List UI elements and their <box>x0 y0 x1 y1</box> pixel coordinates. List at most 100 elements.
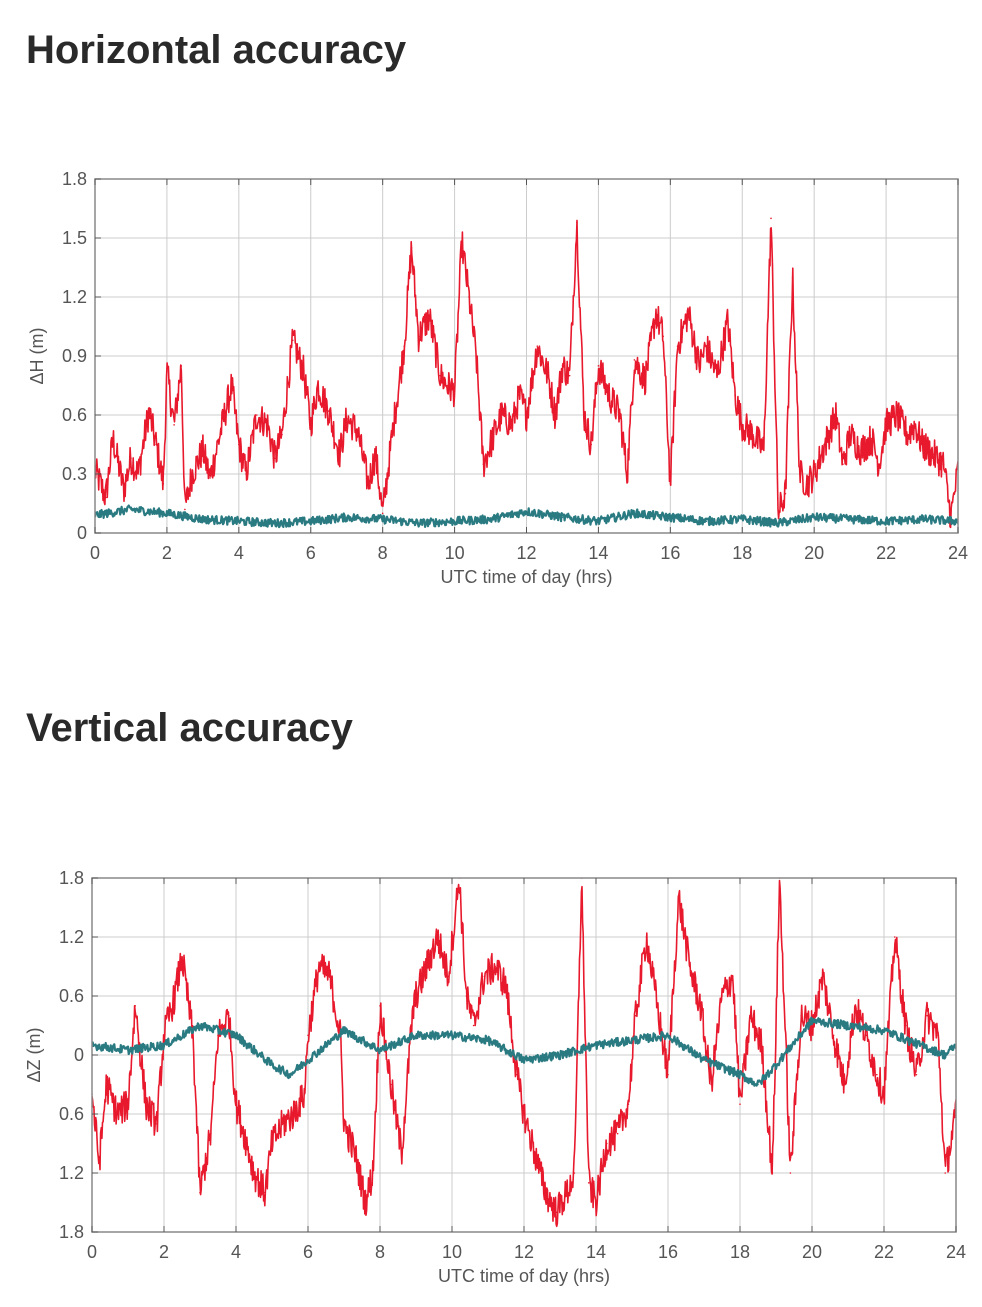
data-point <box>705 520 708 522</box>
data-point <box>163 1044 165 1046</box>
data-point <box>906 433 909 436</box>
data-point <box>410 247 413 249</box>
data-point <box>576 221 578 224</box>
data-point <box>555 1211 558 1214</box>
data-point <box>739 1103 741 1105</box>
data-point <box>883 1029 885 1032</box>
data-point <box>271 1064 273 1066</box>
x-tick-label: 18 <box>730 1242 750 1262</box>
data-point <box>145 1103 147 1105</box>
data-point <box>662 335 664 338</box>
data-point <box>174 995 176 997</box>
y-tick-label: 0.9 <box>62 346 87 366</box>
data-point <box>400 1152 403 1155</box>
data-point <box>273 457 276 460</box>
x-tick-label: 0 <box>90 543 100 563</box>
data-point <box>921 443 923 446</box>
data-point <box>104 496 107 499</box>
x-tick-label: 20 <box>802 1242 822 1262</box>
data-point <box>525 510 528 513</box>
data-point <box>511 424 513 426</box>
data-point <box>217 1034 219 1037</box>
data-point <box>238 520 240 522</box>
data-point <box>633 512 636 515</box>
y-tick-label: 0.3 <box>62 464 87 484</box>
y-tick-label: 0 <box>74 1045 84 1065</box>
data-point <box>523 1059 525 1061</box>
data-point <box>291 339 294 342</box>
y-axis-label: ΔZ (m) <box>24 1027 44 1082</box>
data-point <box>379 1005 381 1007</box>
data-point <box>561 516 564 519</box>
data-point <box>904 1024 907 1027</box>
data-point <box>775 1064 777 1066</box>
data-point <box>130 508 132 511</box>
y-tick-label: 0.6 <box>62 405 87 425</box>
data-point <box>192 1034 194 1037</box>
data-point <box>307 1034 309 1037</box>
data-point <box>741 424 744 426</box>
data-point <box>727 319 729 322</box>
series-line-teal <box>92 1016 956 1087</box>
data-point <box>921 518 923 521</box>
x-tick-label: 20 <box>804 543 824 563</box>
data-point <box>865 1034 867 1037</box>
data-point <box>822 975 824 978</box>
data-point <box>676 345 679 347</box>
data-point <box>860 449 862 452</box>
data-point <box>374 453 377 456</box>
data-point <box>122 488 125 491</box>
data-point <box>446 384 449 387</box>
data-point <box>627 1103 630 1105</box>
data-point <box>191 473 193 475</box>
data-point <box>436 936 439 938</box>
x-tick-label: 6 <box>303 1242 313 1262</box>
data-point <box>811 1019 813 1022</box>
data-point <box>698 365 700 367</box>
x-tick-label: 12 <box>516 543 536 563</box>
x-axis-label: UTC time of day (hrs) <box>440 567 612 587</box>
data-point <box>364 1201 367 1204</box>
data-point <box>98 1162 100 1164</box>
y-tick-label: 1.8 <box>59 868 84 888</box>
horizontal-accuracy-title: Horizontal accuracy <box>26 28 407 72</box>
data-point <box>230 384 233 387</box>
data-point <box>367 483 370 485</box>
data-point <box>292 1113 295 1115</box>
data-point <box>813 473 815 475</box>
data-point <box>885 424 887 426</box>
data-point <box>914 424 916 426</box>
data-point <box>264 1191 266 1194</box>
horizontal-accuracy-chart: 0 2 4 6 8 10 12 14 16 18 20 22 2400.30.60.91.21.51.8… <box>27 169 968 587</box>
y-tick-label: 1.2 <box>59 927 84 947</box>
data-point <box>381 518 384 521</box>
data-point <box>356 429 359 432</box>
data-point <box>273 522 276 524</box>
data-point <box>184 508 186 511</box>
data-point <box>130 457 132 460</box>
data-point <box>271 1142 273 1145</box>
x-tick-label: 24 <box>948 543 968 563</box>
data-point <box>554 414 557 416</box>
data-point <box>626 473 628 475</box>
data-point <box>631 1039 633 1042</box>
data-point <box>777 522 780 524</box>
data-point <box>608 394 611 397</box>
x-tick-label: 12 <box>514 1242 534 1262</box>
data-point <box>411 1014 414 1017</box>
data-point <box>669 483 672 485</box>
data-point <box>656 1005 658 1007</box>
data-point <box>757 1083 759 1086</box>
data-point <box>245 473 247 475</box>
data-point <box>489 443 492 446</box>
data-point <box>381 512 384 515</box>
data-point <box>199 1024 201 1027</box>
data-point <box>256 414 258 416</box>
data-point <box>303 1093 306 1096</box>
data-point <box>842 463 844 465</box>
data-point <box>453 520 456 522</box>
data-point <box>937 1034 939 1037</box>
data-point <box>678 896 680 899</box>
x-tick-label: 8 <box>378 543 388 563</box>
x-tick-label: 22 <box>874 1242 894 1262</box>
